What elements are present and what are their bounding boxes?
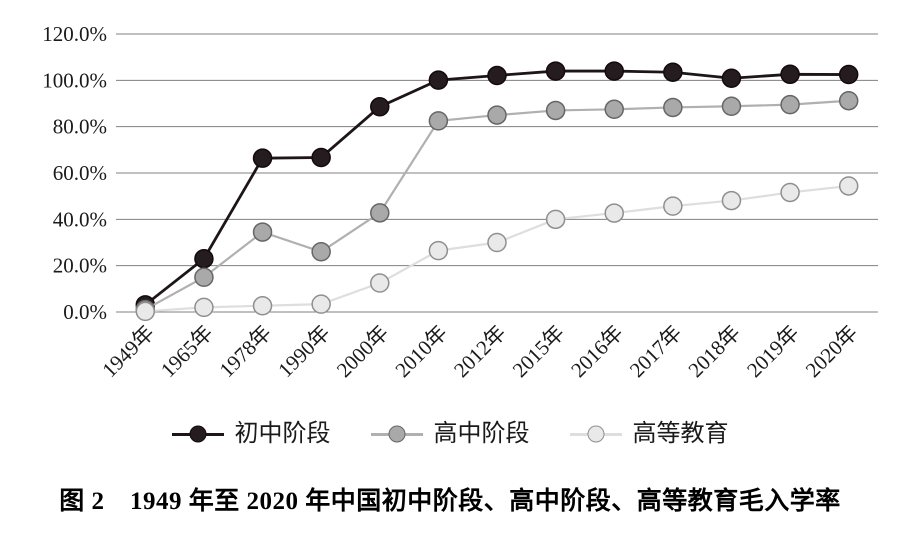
data-point-marker-1-1 bbox=[194, 267, 214, 287]
series-line-1 bbox=[144, 99, 849, 311]
y-tick-label: 20.0% bbox=[53, 254, 107, 278]
x-tick-label: 2019年 bbox=[742, 321, 804, 383]
legend-label-junior-secondary: 初中阶段 bbox=[234, 421, 331, 447]
x-tick-label: 2020年 bbox=[801, 321, 863, 383]
data-point-marker-0-2 bbox=[252, 148, 273, 168]
data-point-marker-0-11 bbox=[780, 64, 800, 85]
x-tick-label: 2012年 bbox=[449, 321, 511, 383]
data-point-marker-2-12 bbox=[838, 176, 859, 196]
figure-caption: 图 2 1949 年至 2020 年中国初中阶段、高中阶段、高等教育毛入学率 bbox=[59, 488, 841, 515]
chart-legend: 初中阶段 高中阶段 高等教育 bbox=[0, 422, 900, 446]
x-tick-label: 2018年 bbox=[683, 321, 745, 383]
data-point-marker-2-9 bbox=[663, 196, 683, 216]
data-point-marker-1-11 bbox=[780, 94, 800, 115]
data-point-marker-0-9 bbox=[663, 62, 683, 82]
x-tick-label: 2017年 bbox=[625, 321, 687, 383]
higher-education-marker-icon bbox=[569, 424, 622, 444]
legend-label-senior-secondary: 高中阶段 bbox=[433, 421, 530, 447]
data-point-marker-2-11 bbox=[780, 182, 800, 203]
data-point-marker-2-0 bbox=[135, 301, 156, 322]
data-point-marker-2-8 bbox=[604, 203, 624, 223]
data-point-marker-1-7 bbox=[545, 100, 566, 121]
junior-secondary-marker-icon bbox=[171, 424, 224, 444]
y-tick-label: 100.0% bbox=[42, 68, 107, 92]
data-point-marker-0-10 bbox=[721, 68, 742, 88]
data-point-marker-1-6 bbox=[487, 105, 507, 125]
legend-dot-swatch bbox=[388, 425, 405, 443]
x-tick-label: 1978年 bbox=[215, 321, 277, 383]
data-point-marker-2-6 bbox=[487, 232, 507, 253]
data-point-marker-1-12 bbox=[838, 90, 859, 111]
enrollment-line-chart: 0.0% 20.0% 40.0% 60.0% 80.0% 100.0% 120.0% 1949… bbox=[42, 22, 878, 383]
data-point-marker-2-7 bbox=[545, 209, 566, 230]
data-point-marker-0-4 bbox=[370, 96, 390, 117]
data-point-marker-2-1 bbox=[194, 297, 214, 318]
x-tick-label: 1990年 bbox=[273, 321, 335, 383]
y-tick-label: 80.0% bbox=[53, 115, 107, 139]
y-tick-label: 40.0% bbox=[53, 207, 107, 231]
legend-item-junior-secondary: 初中阶段 bbox=[171, 421, 331, 447]
data-point-marker-0-1 bbox=[194, 248, 214, 269]
legend-dot-swatch bbox=[189, 425, 206, 443]
data-point-marker-0-7 bbox=[545, 61, 566, 81]
legend-dot-swatch bbox=[587, 425, 604, 443]
data-point-marker-0-5 bbox=[428, 70, 449, 90]
data-point-marker-1-2 bbox=[252, 222, 273, 242]
legend-label-higher-education: 高等教育 bbox=[632, 421, 729, 447]
data-point-marker-1-9 bbox=[663, 97, 683, 118]
data-point-marker-2-5 bbox=[428, 240, 449, 261]
x-tick-label: 2015年 bbox=[508, 321, 570, 383]
senior-secondary-marker-icon bbox=[370, 424, 423, 444]
data-point-marker-1-5 bbox=[428, 111, 449, 131]
data-point-marker-2-2 bbox=[252, 295, 273, 316]
data-point-marker-2-10 bbox=[721, 190, 742, 211]
x-tick-label: 2000年 bbox=[332, 321, 394, 383]
data-point-marker-1-8 bbox=[604, 99, 624, 120]
x-tick-label: 2010年 bbox=[390, 321, 452, 383]
data-point-marker-1-10 bbox=[721, 96, 742, 117]
data-point-marker-1-3 bbox=[311, 242, 331, 262]
legend-item-higher-education: 高等教育 bbox=[569, 421, 729, 447]
data-point-marker-1-4 bbox=[370, 203, 390, 223]
data-point-marker-0-6 bbox=[487, 65, 507, 86]
x-tick-label: 1965年 bbox=[156, 321, 218, 383]
x-tick-label: 2016年 bbox=[566, 321, 628, 383]
x-tick-label: 1949年 bbox=[97, 321, 159, 383]
data-point-marker-0-12 bbox=[838, 64, 859, 85]
data-point-marker-0-3 bbox=[311, 147, 331, 168]
data-point-marker-2-3 bbox=[311, 294, 331, 314]
data-point-marker-0-8 bbox=[604, 61, 624, 81]
y-tick-label: 60.0% bbox=[53, 161, 107, 185]
legend-item-senior-secondary: 高中阶段 bbox=[370, 421, 530, 447]
y-tick-label: 0.0% bbox=[63, 300, 107, 324]
y-tick-label: 120.0% bbox=[42, 22, 107, 46]
data-point-marker-2-4 bbox=[370, 273, 390, 293]
